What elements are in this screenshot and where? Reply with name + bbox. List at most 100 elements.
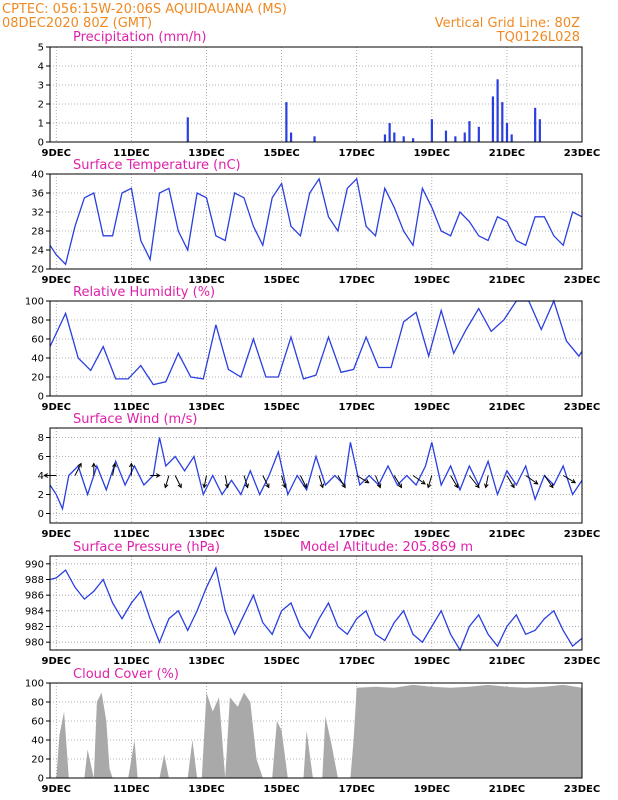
precip-bar [510, 134, 513, 142]
precip-bar [468, 121, 471, 142]
pressure-ytick-label: 984 [25, 606, 44, 617]
header-grid-note: Vertical Grid Line: 80Z [435, 16, 580, 31]
rh-ytick-label: 40 [31, 354, 44, 365]
precip-bar [534, 107, 537, 142]
precip-xtick-9dec: 9DEC [42, 148, 71, 159]
wind-arrow-head [244, 483, 249, 489]
wind-xtick-9dec: 9DEC [42, 529, 71, 540]
wind-xtick-15dec: 15DEC [263, 529, 299, 540]
cloud-xtick-11dec: 11DEC [113, 784, 149, 795]
cloud-xtick-21dec: 21DEC [489, 784, 525, 795]
precip-bar [412, 138, 415, 142]
pressure-xtick-21dec: 21DEC [489, 656, 525, 667]
wind-arrow-head [484, 483, 489, 489]
wind-frame [49, 427, 583, 524]
wind-line [49, 437, 583, 511]
wind-ytick-label: 8 [38, 433, 44, 444]
wind-ytick-label: 2 [38, 490, 44, 501]
wind-ytick-label: 0 [38, 509, 44, 520]
precip-bar [393, 132, 396, 142]
pressure-title: Surface Pressure (hPa) [73, 540, 220, 555]
temp-xtick-11dec: 11DEC [113, 275, 149, 286]
cloud-xtick-19dec: 19DEC [414, 784, 450, 795]
rh-ytick-label: 0 [38, 392, 44, 403]
wind-xtick-11dec: 11DEC [113, 529, 149, 540]
wind-arrow-head [571, 478, 577, 484]
precip-bar [444, 130, 448, 142]
pressure-ytick-label: 980 [25, 638, 44, 649]
precip-ytick-label: 0 [38, 138, 44, 149]
wind-arrow-head [549, 483, 554, 489]
cloud-ytick-label: 40 [31, 736, 44, 747]
temp-ytick-label: 28 [31, 227, 44, 238]
wind-arrow [243, 475, 249, 488]
temp-xtick-23dec: 23DEC [564, 275, 600, 286]
rh-xtick-13dec: 13DEC [188, 402, 224, 413]
precip-bar [289, 132, 293, 142]
cloud-ytick-label: 60 [31, 717, 44, 728]
cloud-ytick-label: 20 [31, 755, 44, 766]
cloud-xtick-17dec: 17DEC [338, 784, 374, 795]
wind-arrow-head [265, 483, 270, 489]
wind-arrow-head [319, 483, 325, 489]
wind-arrow [450, 475, 459, 488]
wind-arrow-head [533, 480, 539, 485]
precip-xtick-17dec: 17DEC [338, 148, 374, 159]
rh-xtick-15dec: 15DEC [263, 402, 299, 413]
rh-title: Relative Humidity (%) [73, 285, 215, 300]
precip-bar [505, 123, 509, 142]
wind-arrow [412, 475, 426, 485]
precip-frame [49, 46, 583, 143]
rh-ytick-label: 100 [25, 297, 44, 308]
temp-panel: 9DEC 11DEC 13DEC 15DEC 17DEC 19DEC 21DEC 23DEC 2… [31, 170, 600, 287]
temp-xtick-19dec: 19DEC [414, 275, 450, 286]
rh-ytick-label: 60 [31, 335, 44, 346]
precip-bar [491, 96, 495, 142]
wind-arrow [74, 463, 82, 476]
wind-arrow-head [164, 483, 169, 489]
precip-bar [501, 102, 504, 142]
precip-xtick-19dec: 19DEC [414, 148, 450, 159]
cloud-panel: 9DEC 11DEC 13DEC 15DEC 17DEC 19DEC 21DEC 23DEC 0… [25, 679, 600, 796]
temp-title: Surface Temperature (nC) [73, 158, 241, 173]
wind-arrow-head [454, 483, 459, 489]
header-run-date: 08DEC2020 80Z (GMT) [2, 16, 152, 31]
precip-xtick-15dec: 15DEC [263, 148, 299, 159]
wind-arrow [468, 475, 480, 488]
wind-arrow [224, 475, 229, 488]
precip-xtick-11dec: 11DEC [113, 148, 149, 159]
wind-ytick-label: 6 [38, 452, 44, 463]
wind-arrow-head [91, 462, 97, 468]
pressure-xtick-19dec: 19DEC [414, 656, 450, 667]
temp-ytick-label: 32 [31, 208, 44, 219]
wind-arrow [562, 475, 576, 484]
header-station: CPTEC: 056:15W-20:06S AQUIDAUANA (MS) [2, 2, 287, 17]
wind-panel: 9DEC 11DEC 13DEC 15DEC 17DEC 19DEC 21DEC 23DEC 0… [38, 427, 600, 540]
pressure-xtick-13dec: 13DEC [188, 656, 224, 667]
wind-arrow-head [112, 462, 117, 468]
pressure-ytick-label: 990 [25, 559, 44, 570]
wind-arrow-head [129, 462, 134, 468]
wind-arrow-head [202, 483, 208, 489]
wind-arrow [506, 475, 515, 488]
cloud-title: Cloud Cover (%) [73, 667, 179, 682]
temp-frame [49, 173, 583, 270]
rh-xtick-23dec: 23DEC [564, 402, 600, 413]
wind-xtick-19dec: 19DEC [414, 529, 450, 540]
rh-xtick-19dec: 19DEC [414, 402, 450, 413]
precip-bar [430, 119, 433, 142]
precip-bar [538, 119, 541, 142]
temp-ytick-label: 24 [31, 246, 44, 257]
rh-ytick-label: 20 [31, 373, 44, 384]
wind-arrow [525, 475, 538, 485]
wind-arrow-head [155, 473, 161, 478]
rh-xtick-9dec: 9DEC [42, 402, 71, 413]
wind-arrow [174, 475, 182, 488]
precip-bar [463, 132, 466, 142]
precip-xtick-23dec: 23DEC [564, 148, 600, 159]
temp-ytick-label: 36 [31, 189, 44, 200]
wind-arrow [164, 475, 170, 488]
wind-arrow-head [43, 473, 49, 478]
pressure-line [49, 565, 583, 652]
chart-panels: 9DEC 11DEC 13DEC 15DEC 17DEC 19DEC 21DEC 23DEC 0… [25, 43, 600, 796]
